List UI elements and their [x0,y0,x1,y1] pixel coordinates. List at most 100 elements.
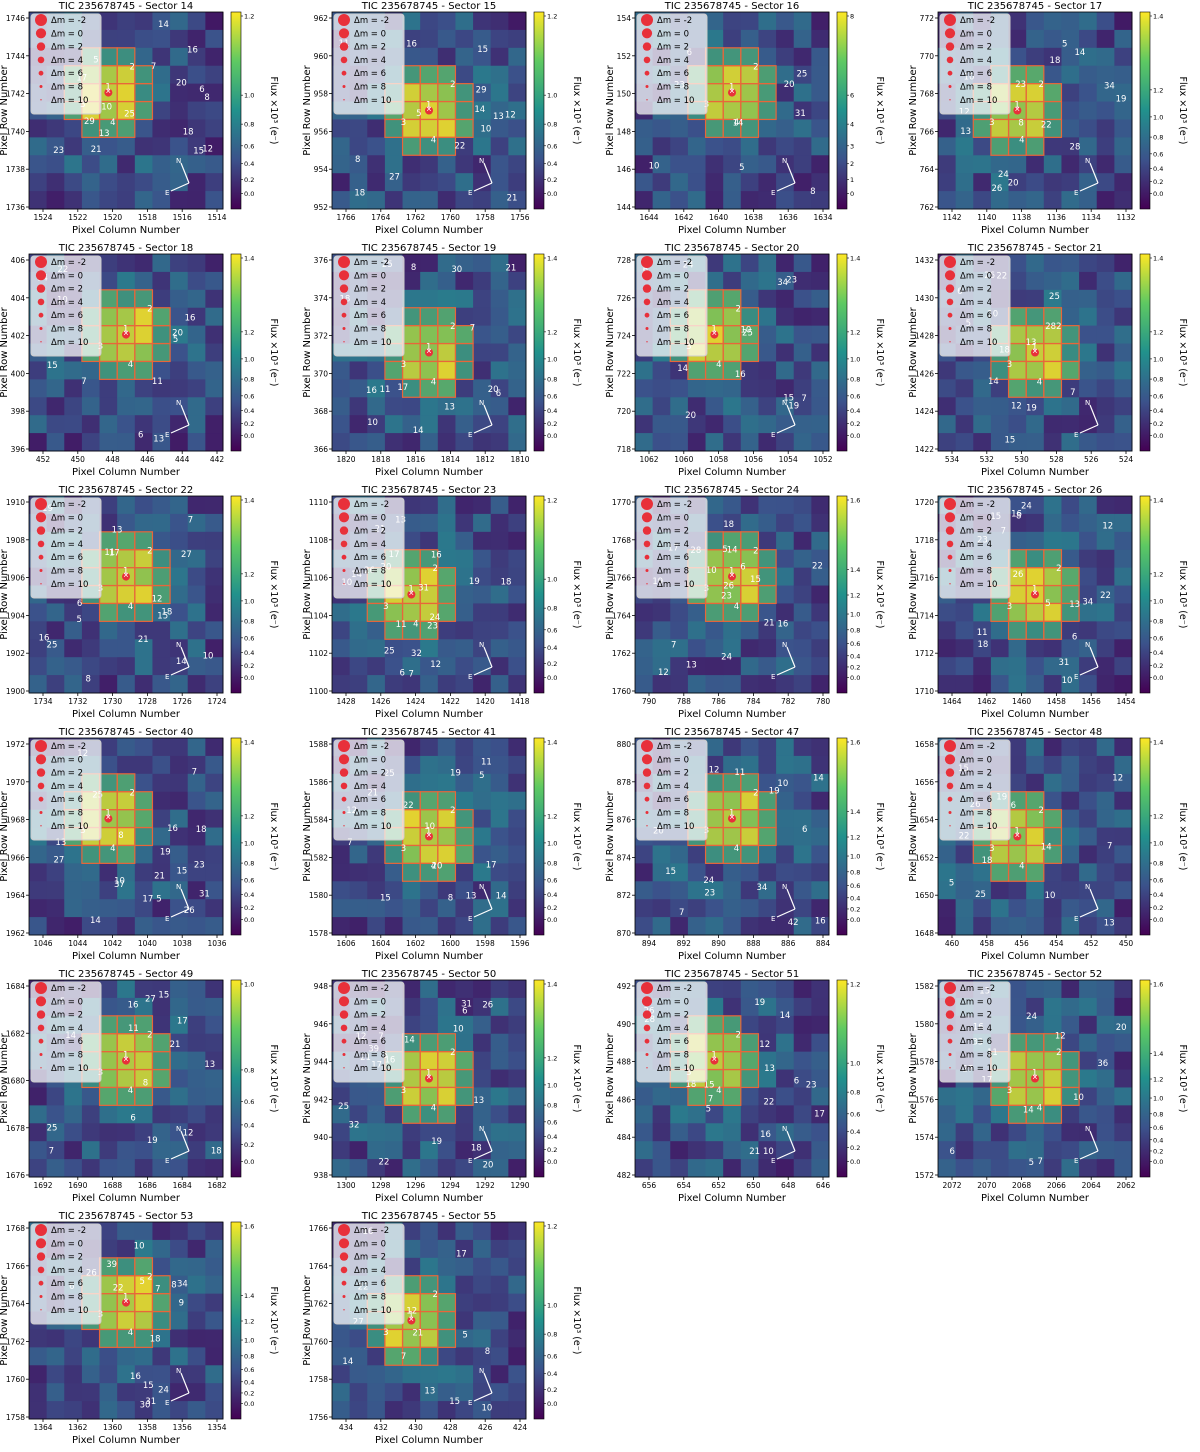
flux-pixel [455,1222,473,1240]
flux-pixel [403,272,421,290]
legend: Δm = -2Δm = 0Δm = 2Δm = 4Δm = 6Δm = 8Δm … [334,740,404,840]
flux-pixel [82,1383,100,1401]
flux-pixel [723,1123,741,1141]
flux-pixel [350,1159,368,1177]
flux-pixel [758,254,776,272]
aperture-pixel [455,810,473,828]
flux-pixel [1044,899,1062,917]
aperture-pixel [741,845,759,863]
colorbar-tick-label: 0.8 [547,376,557,384]
aperture-pixel [706,290,724,308]
flux-pixel [1009,30,1027,48]
y-tick-label: 948 [314,982,329,991]
flux-pixel [794,308,812,326]
legend-marker [40,583,41,584]
flux-pixel [1061,774,1079,792]
flux-pixel [1009,675,1027,693]
source-label: 22 [454,142,465,152]
aperture-pixel [403,1276,421,1294]
flux-pixel [100,155,118,173]
flux-pixel [205,30,223,48]
panel-title: TIC 235678745 - Sector 41 [361,727,497,738]
y-tick-label: 1756 [309,1413,328,1422]
flux-pixel [188,496,206,514]
legend-entry: Δm = 0 [51,755,83,765]
flux-pixel [811,137,829,155]
aperture-pixel [152,1070,170,1088]
flux-pixel [438,639,456,657]
y-axis-label: Pixel Row Number [605,790,616,881]
x-tick-label: 424 [513,1423,528,1432]
aperture-pixel [723,1070,741,1088]
flux-pixel [1079,756,1097,774]
y-tick-label: 1102 [309,649,328,658]
colorbar-tick-label: 1 [850,176,854,184]
x-tick-label: 1734 [33,697,52,706]
legend-entry: Δm = 10 [51,1064,88,1074]
legend-entry: Δm = 8 [354,1293,386,1303]
y-tick-label: 1910 [6,498,25,507]
flux-pixel [100,639,118,657]
flux-pixel [100,379,118,397]
source-label: 7 [188,516,193,526]
flux-pixel [135,137,153,155]
source-label: 34 [757,883,768,893]
flux-pixel [1097,603,1115,621]
aperture-pixel [438,119,456,137]
x-tick-label: 532 [980,455,995,464]
y-tick-label: 1574 [915,1133,934,1142]
source-label: 5 [1062,39,1067,49]
legend-entry: Δm = 6 [354,553,386,563]
colorbar-tick-label: 0.0 [547,674,557,682]
flux-pixel [991,1105,1009,1123]
flux-pixel [973,433,991,451]
source-label: 19 [1116,94,1127,104]
panel-title: TIC 235678745 - Sector 20 [664,243,800,254]
flux-pixel [723,30,741,48]
flux-pixel [811,899,829,917]
flux-pixel [420,774,438,792]
source-label: 15 [665,867,676,877]
flux-pixel [688,639,706,657]
flux-pixel [1044,1141,1062,1159]
colorbar-tick-label: 1.0 [1153,355,1163,363]
source-label: 16 [128,1001,139,1011]
flux-pixel [205,1347,223,1365]
flux-pixel [1079,1052,1097,1070]
flux-pixel [473,12,491,30]
flux-pixel [1114,738,1132,756]
aperture-pixel [1009,326,1027,344]
flux-pixel [973,173,991,191]
flux-pixel [455,980,473,998]
flux-pixel [350,137,368,155]
flux-pixel [1026,48,1044,66]
flux-pixel [1097,173,1115,191]
flux-pixel [135,119,153,137]
x-tick-label: 1290 [510,1181,529,1190]
aperture-pixel [100,568,118,586]
flux-pixel [117,379,135,397]
flux-pixel [508,48,526,66]
source-label: 14 [496,891,507,901]
source-label: 8 [448,894,453,904]
flux-pixel [1079,845,1097,863]
colorbar-tick-label: 4 [850,121,854,129]
legend-marker [341,783,348,790]
flux-pixel [47,1401,65,1419]
legend-marker [342,1281,347,1286]
flux-pixel [635,1123,653,1141]
legend: Δm = -2Δm = 0Δm = 2Δm = 4Δm = 6Δm = 8Δm … [334,14,404,114]
flux-pixel [811,254,829,272]
legend-marker [341,1267,348,1274]
flux-pixel [776,308,794,326]
x-tick-label: 1520 [103,213,122,222]
source-label: 21 [749,1147,760,1157]
source-label: 5 [156,894,161,904]
source-label: 24 [429,613,440,623]
y-tick-label: 766 [920,127,935,136]
flux-pixel [188,1347,206,1365]
legend: Δm = -2Δm = 0Δm = 2Δm = 4Δm = 6Δm = 8Δm … [31,982,101,1082]
aperture-pixel [420,84,438,102]
colorbar-tick-label: 1.0 [1153,113,1163,121]
flux-pixel [47,119,65,137]
